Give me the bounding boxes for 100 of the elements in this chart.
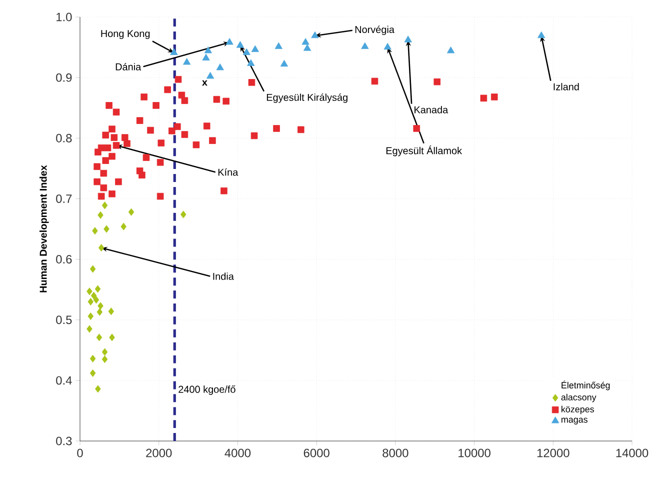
annotation: Egyesült Királyság: [266, 93, 348, 103]
point: [168, 127, 176, 134]
point: [121, 134, 128, 141]
point: [480, 94, 488, 102]
point: [170, 48, 178, 56]
point: [203, 122, 210, 130]
point: [124, 140, 130, 147]
point: [108, 308, 114, 316]
x-tick-label: 6000: [304, 448, 330, 458]
point: [182, 58, 191, 65]
point: [140, 94, 148, 100]
point: [88, 298, 94, 306]
point: [106, 102, 112, 109]
point: [181, 131, 188, 138]
point: [94, 178, 100, 186]
y-tick-label: 0.5: [56, 316, 72, 324]
point: [98, 192, 105, 200]
point: [98, 144, 105, 152]
point: [110, 134, 118, 141]
point: [213, 96, 220, 103]
annotation: Izland: [554, 83, 579, 90]
point: [222, 98, 230, 105]
point: [204, 46, 212, 54]
point: [302, 38, 310, 45]
annotation: Dánia: [116, 62, 142, 70]
point: [120, 222, 126, 230]
point: [102, 157, 110, 164]
x-tick-label: 2000: [146, 448, 172, 458]
y-tick-label: 0.8: [56, 134, 72, 142]
point: [96, 334, 102, 342]
point: [108, 152, 116, 160]
point: [156, 158, 164, 166]
point: [202, 54, 210, 60]
point: [104, 225, 110, 233]
annotation: Hong Kong: [101, 30, 150, 40]
y-tick-label: 0.9: [56, 73, 72, 82]
point: [180, 210, 186, 218]
point: [236, 41, 244, 48]
point: [115, 178, 122, 186]
y-tick-label: 0.7: [56, 194, 72, 203]
ref-line-label: 2400 kgoe/fő: [178, 385, 236, 395]
point: [247, 59, 255, 66]
point: [102, 202, 108, 210]
point: [209, 137, 216, 144]
annotation: Egyesült Államok: [386, 146, 462, 156]
x-tick-label: 0: [77, 448, 83, 458]
point: [86, 288, 92, 296]
point: [128, 208, 134, 216]
point: [108, 190, 116, 198]
point: [102, 132, 110, 139]
point: [164, 86, 171, 94]
point: [156, 192, 164, 200]
point: [251, 45, 259, 52]
point: [98, 211, 104, 219]
point: [109, 334, 115, 342]
x-tick-label: 12000: [537, 448, 570, 458]
point: [174, 76, 182, 83]
point: [248, 79, 256, 86]
point: [446, 46, 455, 54]
point: [90, 292, 97, 300]
point: [242, 48, 250, 56]
annotation: x: [202, 80, 208, 86]
point: [273, 125, 280, 132]
annotation: Kína: [218, 168, 238, 176]
point: [90, 354, 96, 362]
point: [112, 142, 120, 149]
annotation: India: [213, 272, 234, 280]
point: [152, 102, 160, 109]
point: [220, 187, 228, 194]
point: [88, 312, 94, 320]
point: [538, 31, 546, 38]
point: [174, 123, 181, 130]
y-tick-label: 0.6: [56, 255, 72, 264]
legend-title: Életminőség: [562, 380, 610, 390]
point: [90, 369, 96, 377]
point: [96, 308, 103, 316]
y-tick-label: 0.4: [56, 376, 72, 385]
point: [94, 285, 101, 293]
point: [147, 126, 154, 134]
x-tick-label: 4000: [224, 448, 251, 458]
point: [142, 154, 150, 161]
x-tick-label: 8000: [382, 448, 408, 458]
point: [216, 64, 224, 70]
point: [108, 126, 116, 132]
point: [158, 140, 165, 146]
point: [206, 72, 214, 79]
y-axis-title: Human Development Index: [39, 165, 49, 292]
y-tick-label: 1.0: [56, 12, 72, 22]
point: [102, 348, 108, 356]
point: [490, 94, 498, 100]
point: [413, 125, 420, 132]
y-tick-label: 0.3: [56, 436, 72, 446]
point: [86, 325, 92, 333]
x-tick-label: 14000: [616, 448, 648, 458]
point: [181, 97, 188, 104]
point: [90, 265, 96, 273]
annotation: Kanada: [414, 106, 448, 114]
point: [274, 42, 282, 49]
point: [297, 126, 304, 134]
legend-label: alacsony: [561, 394, 596, 402]
